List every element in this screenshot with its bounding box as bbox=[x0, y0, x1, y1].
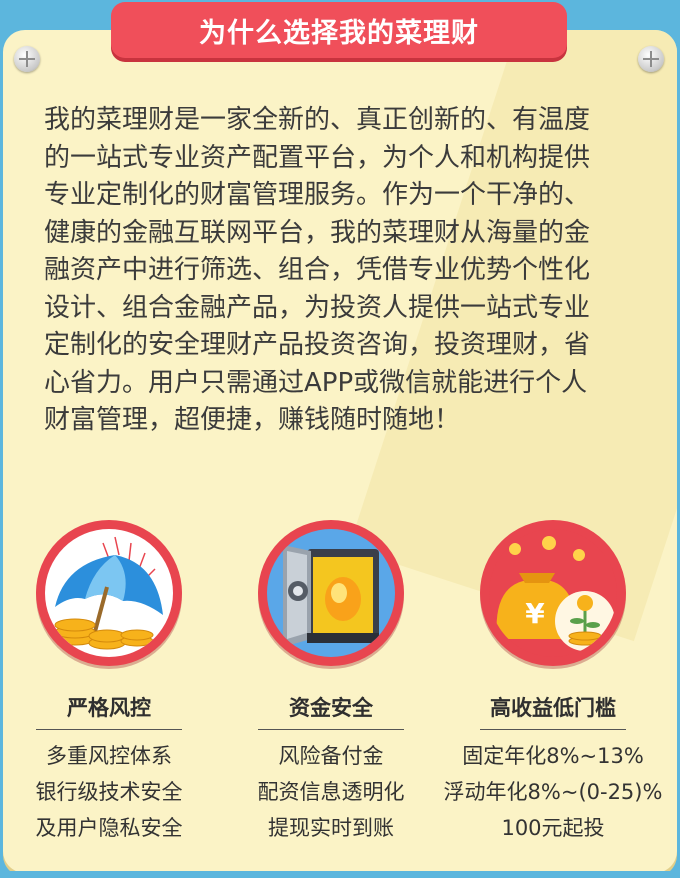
intro-line: 设计、组合金融产品，为投资人提供一站式专业 bbox=[44, 292, 591, 323]
umbrella-icon bbox=[45, 529, 173, 657]
feature-line: 银行级技术安全 bbox=[35, 780, 183, 804]
intro-line: 定制化的安全理财产品投资咨询，投资理财，省 bbox=[44, 330, 591, 360]
feature-line: 配资信息透明化 bbox=[257, 780, 405, 804]
intro-line: 财富管理，超便捷，赚钱随时随地！ bbox=[44, 405, 461, 435]
feature-line: 提现实时到账 bbox=[268, 816, 394, 840]
feature-divider bbox=[480, 729, 626, 730]
screw-icon bbox=[638, 46, 664, 72]
page-title: 为什么选择我的菜理财 bbox=[199, 17, 479, 49]
feature-badge bbox=[258, 520, 404, 666]
feature-line: 固定年化8%~13% bbox=[462, 744, 644, 768]
feature-badge: ¥ bbox=[480, 520, 626, 666]
feature-badge bbox=[36, 520, 182, 666]
intro-line: 融资产中进行筛选、组合，凭借专业优势个性化 bbox=[44, 255, 591, 285]
safe-icon bbox=[267, 529, 395, 657]
feature-line: 100元起投 bbox=[501, 816, 605, 840]
feature-divider bbox=[258, 729, 404, 730]
feature-description: 风险备付金 配资信息透明化 提现实时到账 bbox=[216, 738, 446, 846]
intro-paragraph: 我的菜理财是一家全新的、真正创新的、有温度 的一站式专业资产配置平台，为个人和机… bbox=[44, 102, 638, 440]
feature-title: 资金安全 bbox=[289, 696, 373, 720]
feature-title: 高收益低门槛 bbox=[490, 696, 616, 720]
feature-line: 风险备付金 bbox=[278, 744, 384, 768]
title-banner: 为什么选择我的菜理财 bbox=[111, 2, 567, 58]
intro-line: 专业定制化的财富管理服务。作为一个干净的、 bbox=[44, 180, 591, 210]
feature-description: 多重风控体系 银行级技术安全 及用户隐私安全 bbox=[0, 738, 224, 846]
feature-title: 严格风控 bbox=[67, 696, 151, 720]
content-panel bbox=[3, 30, 677, 873]
intro-line: 的一站式专业资产配置平台，为个人和机构提供 bbox=[44, 142, 591, 173]
svg-text:¥: ¥ bbox=[525, 597, 545, 630]
feature-line: 及用户隐私安全 bbox=[35, 816, 183, 840]
intro-line: 我的菜理财是一家全新的、真正创新的、有温度 bbox=[44, 105, 591, 135]
feature-line: 多重风控体系 bbox=[46, 744, 172, 768]
money-bag-icon: ¥ bbox=[489, 529, 617, 657]
feature-description: 固定年化8%~13% 浮动年化8%~(0-25)% 100元起投 bbox=[438, 738, 668, 846]
intro-line: 健康的金融互联网平台，我的菜理财从海量的金 bbox=[44, 217, 591, 248]
bottom-edge bbox=[0, 871, 680, 878]
feature-divider bbox=[36, 729, 182, 730]
intro-line: 心省力。用户只需通过APP或微信就能进行个人 bbox=[44, 367, 588, 398]
screw-icon bbox=[14, 46, 40, 72]
feature-line: 浮动年化8%~(0-25)% bbox=[443, 780, 663, 804]
